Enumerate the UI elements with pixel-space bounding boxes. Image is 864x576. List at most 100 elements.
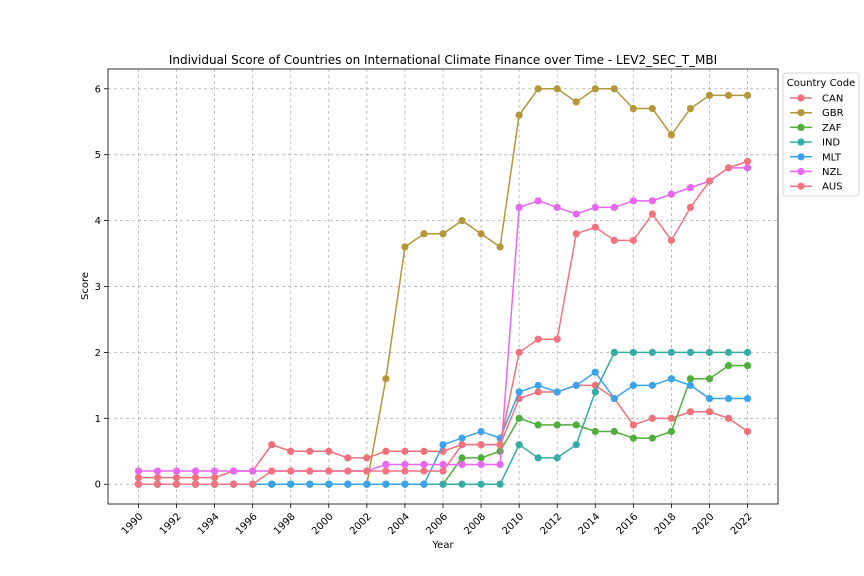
y-tick-label: 0 xyxy=(95,480,101,491)
data-point xyxy=(439,460,447,469)
legend-label: NZL xyxy=(822,167,842,178)
legend-label: GBR xyxy=(822,108,844,119)
legend-label: CAN xyxy=(822,94,843,105)
legend-entry-gbr: GBR xyxy=(790,108,844,119)
data-point xyxy=(629,421,637,429)
y-axis: 0 1 2 3 4 5 6 xyxy=(95,84,108,491)
data-point xyxy=(610,85,618,93)
y-tick-label: 3 xyxy=(95,282,101,293)
data-point xyxy=(572,210,580,218)
data-point xyxy=(363,454,371,462)
legend-marker xyxy=(797,94,805,102)
data-point xyxy=(591,223,599,231)
data-point xyxy=(553,388,561,396)
data-point xyxy=(610,394,618,403)
data-point xyxy=(705,375,714,383)
data-point xyxy=(306,447,314,455)
data-point xyxy=(667,375,676,383)
data-point xyxy=(553,335,561,343)
data-point xyxy=(743,157,752,165)
data-point xyxy=(610,236,618,244)
data-point xyxy=(724,164,733,172)
data-point xyxy=(363,467,371,475)
data-point xyxy=(572,441,580,449)
data-point xyxy=(382,375,390,383)
data-point xyxy=(724,348,733,357)
legend-label: AUS xyxy=(822,182,843,193)
data-point xyxy=(629,348,637,357)
data-point xyxy=(458,216,466,225)
data-point xyxy=(496,460,504,469)
data-point xyxy=(420,230,428,238)
data-point xyxy=(534,421,542,429)
y-tick-label: 5 xyxy=(95,150,101,161)
data-point xyxy=(210,480,219,488)
data-point xyxy=(439,467,447,475)
data-point xyxy=(591,203,599,212)
data-point xyxy=(705,394,714,403)
data-point xyxy=(591,388,599,396)
data-point xyxy=(153,474,162,482)
data-point xyxy=(363,480,371,488)
data-point xyxy=(553,421,561,429)
data-point xyxy=(553,203,561,212)
data-point xyxy=(648,348,656,357)
data-point xyxy=(667,131,676,139)
data-point xyxy=(743,394,752,403)
data-point xyxy=(686,408,695,416)
data-point xyxy=(496,447,504,455)
data-point xyxy=(515,348,523,357)
legend-label: IND xyxy=(822,138,840,149)
legend-entry-zaf: ZAF xyxy=(790,123,842,134)
legend-marker xyxy=(797,182,805,190)
data-point xyxy=(534,381,542,389)
legend-label: MLT xyxy=(822,152,842,163)
data-point xyxy=(534,454,542,462)
data-point xyxy=(648,414,656,422)
data-point xyxy=(382,447,390,455)
data-point xyxy=(401,447,409,455)
legend-entry-ind: IND xyxy=(790,138,840,149)
data-point xyxy=(515,414,523,422)
data-point xyxy=(268,441,276,449)
data-point xyxy=(724,414,733,422)
data-point xyxy=(648,210,656,218)
data-point xyxy=(705,91,714,99)
data-point xyxy=(325,447,333,455)
data-point xyxy=(458,434,466,442)
y-tick-label: 1 xyxy=(95,414,101,425)
data-point xyxy=(515,111,523,119)
y-axis-label: Score xyxy=(80,272,91,300)
data-point xyxy=(458,480,466,488)
data-point xyxy=(172,480,181,488)
legend-box xyxy=(782,72,860,197)
data-point xyxy=(439,441,447,449)
data-point xyxy=(287,447,295,455)
legend-marker xyxy=(797,167,805,176)
data-point xyxy=(572,230,580,238)
data-point xyxy=(743,348,752,357)
data-point xyxy=(344,480,352,488)
data-point xyxy=(458,441,466,449)
data-point xyxy=(172,467,181,475)
data-point xyxy=(230,480,238,488)
legend-entry-can: CAN xyxy=(790,94,843,105)
data-point xyxy=(477,454,485,462)
data-point xyxy=(401,460,409,469)
data-point xyxy=(134,480,143,488)
data-point xyxy=(439,230,447,238)
data-point xyxy=(743,361,752,370)
data-point xyxy=(496,480,504,488)
y-tick-label: 4 xyxy=(95,216,101,227)
legend-entry-nzl: NZL xyxy=(790,167,842,178)
data-point xyxy=(134,467,143,475)
data-point xyxy=(572,98,580,106)
legend-marker xyxy=(797,109,805,117)
data-point xyxy=(667,190,676,198)
legend-marker xyxy=(797,123,805,131)
legend-marker xyxy=(797,153,805,161)
data-point xyxy=(420,460,428,469)
data-point xyxy=(477,480,485,488)
data-point xyxy=(724,361,733,370)
